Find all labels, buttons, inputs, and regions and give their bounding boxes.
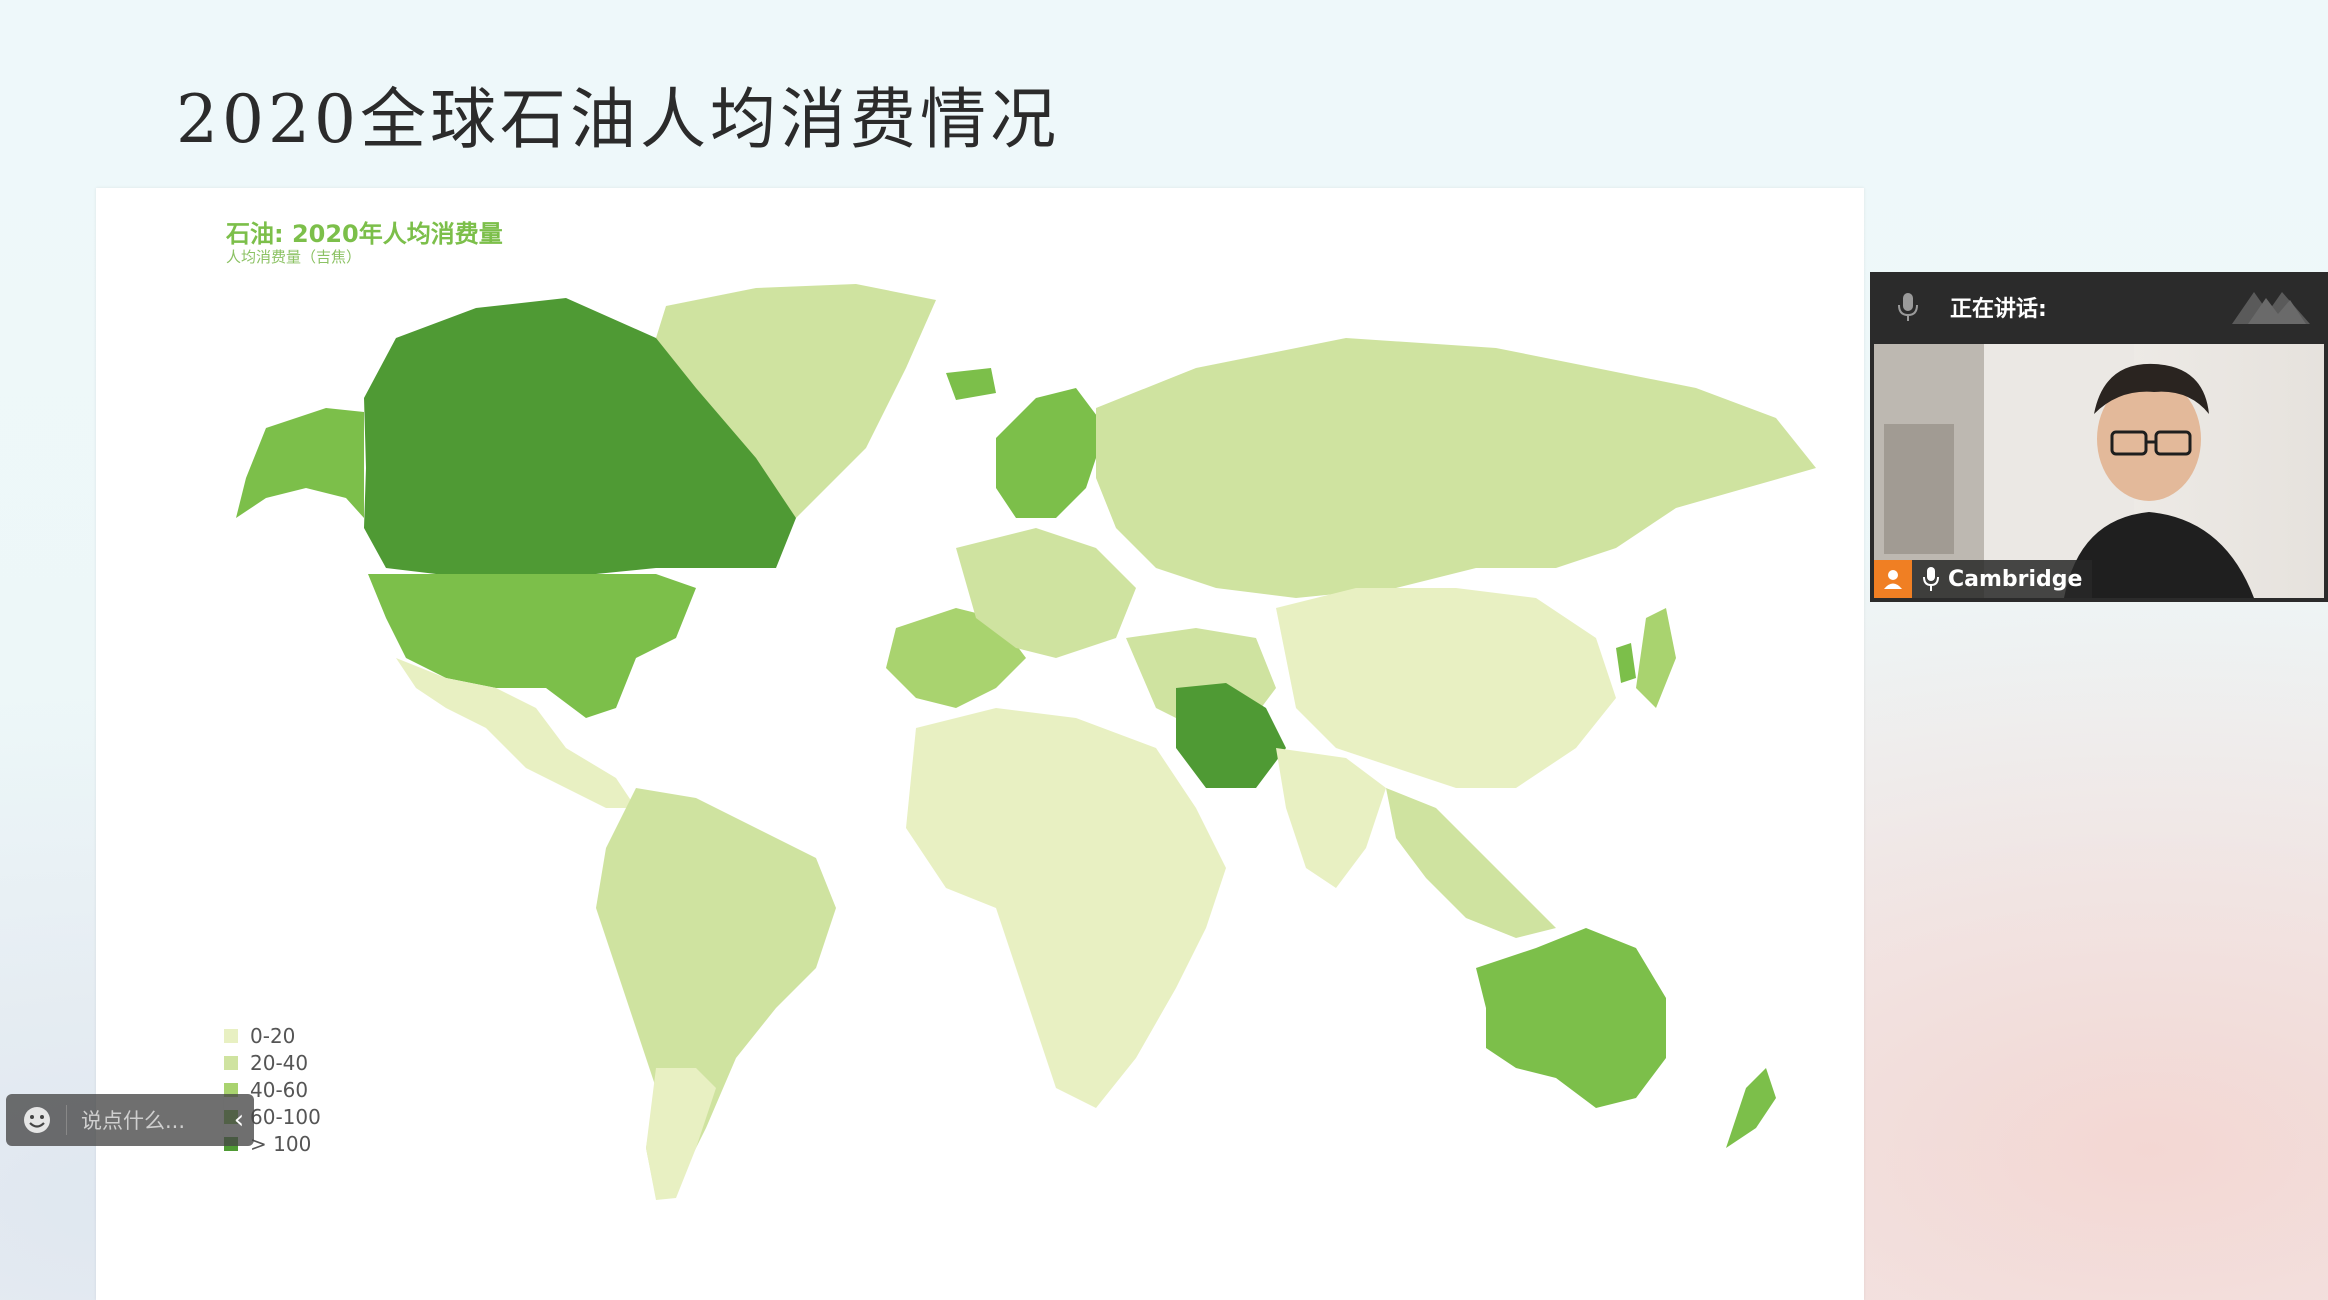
region-south-america xyxy=(596,788,836,1198)
legend-label: 0-20 xyxy=(250,1023,296,1048)
video-panel: 正在讲话: xyxy=(1870,272,2328,602)
region-china xyxy=(1276,588,1616,788)
legend-item: 20-40 xyxy=(224,1049,321,1076)
smile-icon[interactable] xyxy=(22,1105,52,1135)
legend-swatch xyxy=(224,1028,238,1043)
slide-title: 2020全球石油人均消费情况 xyxy=(176,81,1060,158)
video-feed: Cambridge xyxy=(1874,344,2324,598)
map-panel: 石油: 2020年人均消费量 人均消费量（吉焦） xyxy=(96,188,1864,1300)
video-header: 正在讲话: xyxy=(1870,272,2328,342)
speaker-name: Cambridge xyxy=(1948,566,2083,592)
app-logo-icon xyxy=(2232,292,2310,324)
legend-swatch xyxy=(224,1082,238,1097)
legend-swatch xyxy=(224,1055,238,1070)
region-saudi-arabia xyxy=(1176,683,1286,788)
region-europe-central xyxy=(956,528,1136,658)
legend-label: 20-40 xyxy=(250,1050,309,1075)
comment-input[interactable]: 说点什么... xyxy=(81,1109,186,1133)
region-iceland xyxy=(946,368,996,400)
region-japan xyxy=(1636,608,1676,708)
region-mexico xyxy=(396,658,636,808)
comment-divider xyxy=(66,1105,67,1135)
region-southeast-asia xyxy=(1386,788,1556,938)
legend-label: > 100 xyxy=(250,1131,312,1156)
region-australia xyxy=(1476,928,1666,1108)
legend-label: 40-60 xyxy=(250,1077,309,1102)
world-map xyxy=(236,284,1816,1200)
region-africa xyxy=(906,708,1226,1108)
legend-item: 40-60 xyxy=(224,1076,321,1103)
region-canada xyxy=(364,298,796,574)
microphone-icon xyxy=(1923,567,1939,591)
region-korea xyxy=(1616,643,1636,683)
comment-bar[interactable]: 说点什么... ‹ xyxy=(6,1094,254,1146)
speaker-name-tag: Cambridge xyxy=(1874,560,2093,598)
legend-item: 0-20 xyxy=(224,1022,321,1049)
user-icon xyxy=(1874,560,1912,598)
region-usa xyxy=(368,574,696,718)
region-south-america-south xyxy=(646,1068,716,1200)
region-alaska xyxy=(236,408,364,518)
speaking-label: 正在讲话: xyxy=(1950,297,2047,322)
collapse-button[interactable]: ‹ xyxy=(223,1094,254,1146)
region-greenland xyxy=(656,284,936,518)
legend-label: 60-100 xyxy=(250,1104,321,1129)
region-scandinavia xyxy=(996,388,1106,518)
map-title: 石油: 2020年人均消费量 xyxy=(226,220,503,248)
region-europe-west xyxy=(886,608,1026,708)
region-russia xyxy=(1096,338,1816,598)
map-subtitle: 人均消费量（吉焦） xyxy=(226,248,362,266)
region-new-zealand xyxy=(1726,1068,1776,1148)
microphone-icon[interactable] xyxy=(1894,291,1922,323)
region-india xyxy=(1276,748,1386,888)
speaker-video-image xyxy=(1874,344,2254,598)
